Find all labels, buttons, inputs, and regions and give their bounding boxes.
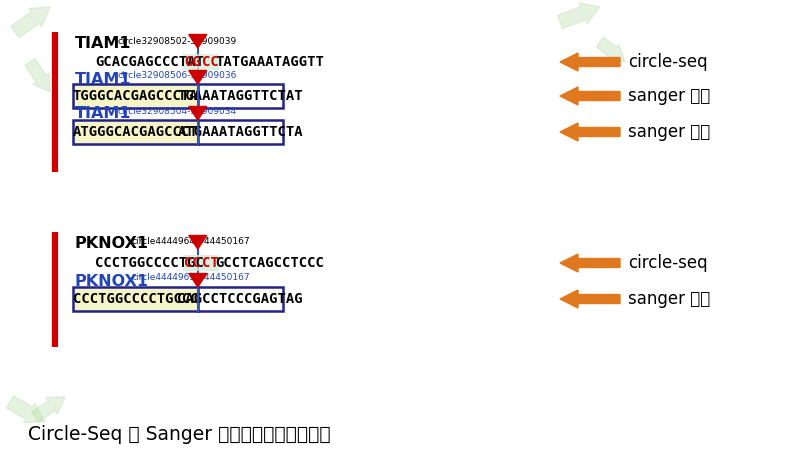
Text: PKNOX1: PKNOX1 <box>75 274 149 288</box>
Text: CCCTGGCCCCTGC: CCCTGGCCCCTGC <box>95 256 204 270</box>
Bar <box>198 120 283 144</box>
Text: CC: CC <box>184 256 201 270</box>
Text: circle-seq: circle-seq <box>628 53 708 71</box>
Text: ATGGGCACGAGCCCT: ATGGGCACGAGCCCT <box>73 125 198 139</box>
FancyArrow shape <box>596 37 625 62</box>
Text: PKNOX1: PKNOX1 <box>75 237 149 251</box>
Text: circle44449654-44450167: circle44449654-44450167 <box>131 274 249 282</box>
Text: circle32908504-32909034: circle32908504-32909034 <box>117 107 237 116</box>
FancyArrow shape <box>6 396 45 423</box>
FancyArrow shape <box>560 53 620 71</box>
Text: sanger 测序: sanger 测序 <box>628 290 710 308</box>
Text: circle32908502-32909039: circle32908502-32909039 <box>117 36 237 45</box>
Text: TGGGCACGAGCCCTA: TGGGCACGAGCCCTA <box>73 89 198 103</box>
FancyArrow shape <box>11 7 50 38</box>
Polygon shape <box>189 35 207 48</box>
FancyArrow shape <box>25 59 50 92</box>
Text: CCCTGGCCCCTGCCC: CCCTGGCCCCTGCCC <box>73 292 198 306</box>
Text: CC: CC <box>202 55 219 69</box>
Bar <box>198 287 283 311</box>
Text: sanger 测序: sanger 测序 <box>628 87 710 105</box>
Bar <box>198 84 283 108</box>
FancyArrow shape <box>557 3 600 29</box>
FancyArrow shape <box>560 87 620 105</box>
Bar <box>73 287 198 311</box>
Polygon shape <box>189 236 207 249</box>
Bar <box>73 84 198 108</box>
Text: GCCTCAGCCTCCC: GCCTCAGCCTCCC <box>215 256 325 270</box>
Text: circle32908506-32909036: circle32908506-32909036 <box>117 72 237 80</box>
Text: sanger 测序: sanger 测序 <box>628 123 710 141</box>
Text: GCACGAGCCCTAT: GCACGAGCCCTAT <box>95 55 204 69</box>
Text: TIAM1: TIAM1 <box>75 36 131 51</box>
FancyArrow shape <box>560 254 620 272</box>
Bar <box>183 54 220 70</box>
Polygon shape <box>189 71 207 84</box>
Polygon shape <box>189 107 207 120</box>
FancyArrow shape <box>32 397 65 422</box>
Text: CAGCCTCCCGAGTAG: CAGCCTCCCGAGTAG <box>177 292 303 306</box>
FancyArrow shape <box>560 123 620 141</box>
Text: TATGAAATAGGTT: TATGAAATAGGTT <box>215 55 325 69</box>
FancyArrow shape <box>560 290 620 308</box>
Text: circle-seq: circle-seq <box>628 254 708 272</box>
Text: Circle-Seq 和 Sanger 测序结果比较（例图）: Circle-Seq 和 Sanger 测序结果比较（例图） <box>28 425 330 444</box>
Bar <box>73 120 198 144</box>
Text: TGAAATAGGTTCTAT: TGAAATAGGTTCTAT <box>177 89 303 103</box>
Text: GG: GG <box>184 55 201 69</box>
Polygon shape <box>189 274 207 287</box>
Text: ATGAAATAGGTTCTA: ATGAAATAGGTTCTA <box>177 125 303 139</box>
Text: TIAM1: TIAM1 <box>75 107 131 122</box>
Text: circle44449648-44450167: circle44449648-44450167 <box>131 237 249 245</box>
Text: CT: CT <box>202 256 219 270</box>
Bar <box>183 255 220 271</box>
Text: TIAM1: TIAM1 <box>75 72 131 86</box>
